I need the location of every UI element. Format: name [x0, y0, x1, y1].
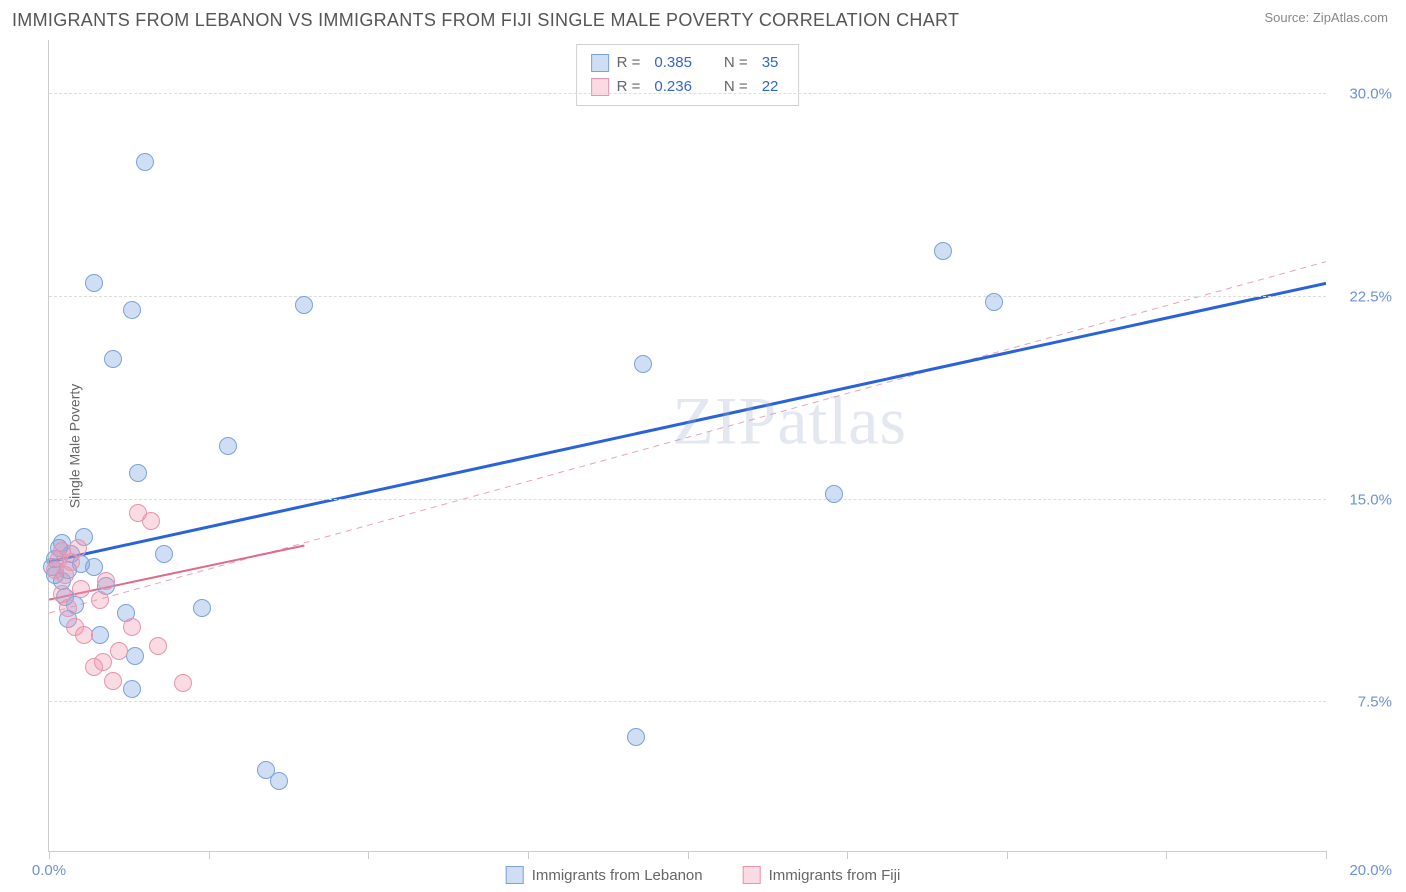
correlation-legend: R = 0.385 N = 35 R = 0.236 N = 22: [576, 44, 800, 106]
x-tick-label: 0.0%: [32, 862, 66, 879]
scatter-point: [123, 301, 141, 319]
n-value-fiji: 22: [762, 75, 779, 99]
r-value-lebanon: 0.385: [654, 51, 692, 75]
y-tick-label: 7.5%: [1358, 694, 1392, 711]
legend-row-lebanon: R = 0.385 N = 35: [591, 51, 785, 75]
x-tick: [1326, 851, 1327, 859]
scatter-point: [142, 512, 160, 530]
r-value-fiji: 0.236: [654, 75, 692, 99]
gridline: [49, 499, 1326, 500]
n-label: N =: [724, 75, 748, 99]
watermark: ZIPatlas: [672, 382, 907, 461]
scatter-chart: R = 0.385 N = 35 R = 0.236 N = 22 7.5%15…: [48, 40, 1326, 852]
gridline: [49, 93, 1326, 94]
x-tick: [528, 851, 529, 859]
r-label: R =: [617, 51, 641, 75]
legend-item-lebanon: Immigrants from Lebanon: [506, 866, 703, 884]
scatter-point: [110, 642, 128, 660]
trend-line: [49, 262, 1326, 613]
scatter-point: [104, 350, 122, 368]
y-tick-label: 15.0%: [1349, 491, 1392, 508]
y-tick-label: 22.5%: [1349, 288, 1392, 305]
scatter-point: [825, 485, 843, 503]
legend-item-fiji: Immigrants from Fiji: [743, 866, 901, 884]
scatter-point: [934, 242, 952, 260]
scatter-point: [627, 728, 645, 746]
legend-label-lebanon: Immigrants from Lebanon: [532, 867, 703, 884]
x-tick: [847, 851, 848, 859]
scatter-point: [985, 293, 1003, 311]
x-tick: [368, 851, 369, 859]
scatter-point: [295, 296, 313, 314]
scatter-point: [91, 626, 109, 644]
scatter-point: [136, 153, 154, 171]
scatter-point: [634, 355, 652, 373]
scatter-point: [155, 545, 173, 563]
scatter-point: [219, 437, 237, 455]
swatch-lebanon: [506, 866, 524, 884]
legend-label-fiji: Immigrants from Fiji: [769, 867, 901, 884]
trend-line: [49, 283, 1326, 561]
scatter-point: [94, 653, 112, 671]
scatter-point: [72, 580, 90, 598]
scatter-point: [59, 599, 77, 617]
n-value-lebanon: 35: [762, 51, 779, 75]
r-label: R =: [617, 75, 641, 99]
trend-lines-svg: [49, 40, 1326, 851]
scatter-point: [126, 647, 144, 665]
gridline: [49, 296, 1326, 297]
gridline: [49, 701, 1326, 702]
x-tick-label: 20.0%: [1349, 862, 1392, 879]
scatter-point: [69, 539, 87, 557]
y-tick-label: 30.0%: [1349, 86, 1392, 103]
x-tick: [688, 851, 689, 859]
x-tick: [49, 851, 50, 859]
scatter-point: [91, 591, 109, 609]
scatter-point: [123, 680, 141, 698]
scatter-point: [85, 274, 103, 292]
n-label: N =: [724, 51, 748, 75]
x-tick: [1007, 851, 1008, 859]
scatter-point: [75, 626, 93, 644]
scatter-point: [104, 672, 122, 690]
legend-row-fiji: R = 0.236 N = 22: [591, 75, 785, 99]
chart-title: IMMIGRANTS FROM LEBANON VS IMMIGRANTS FR…: [12, 10, 959, 31]
chart-header: IMMIGRANTS FROM LEBANON VS IMMIGRANTS FR…: [0, 0, 1406, 37]
scatter-point: [270, 772, 288, 790]
swatch-lebanon: [591, 54, 609, 72]
x-tick: [209, 851, 210, 859]
series-legend: Immigrants from Lebanon Immigrants from …: [506, 866, 901, 884]
scatter-point: [149, 637, 167, 655]
scatter-point: [123, 618, 141, 636]
source-attribution: Source: ZipAtlas.com: [1264, 10, 1388, 25]
scatter-point: [174, 674, 192, 692]
scatter-point: [129, 464, 147, 482]
x-tick: [1166, 851, 1167, 859]
scatter-point: [193, 599, 211, 617]
scatter-point: [97, 572, 115, 590]
swatch-fiji: [743, 866, 761, 884]
